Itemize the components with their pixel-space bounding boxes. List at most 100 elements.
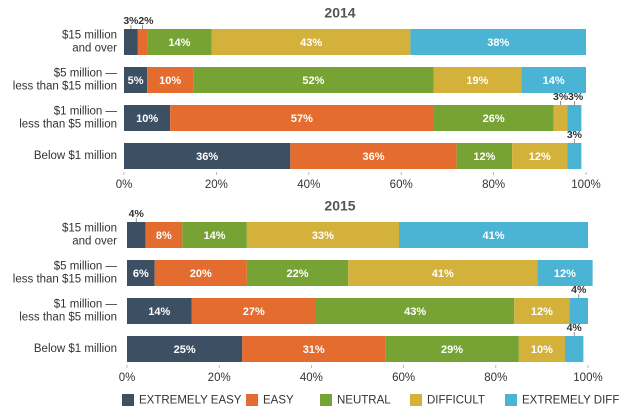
bar-segment [514,298,570,324]
bar-segment [193,67,434,93]
bar-segment [567,143,582,169]
bar-segment [145,222,183,248]
bar-segment [127,336,243,362]
bar-segment [170,105,434,131]
value-label: 57% [291,113,313,125]
category-label: $5 million — [54,68,118,80]
legend-swatch [246,394,258,406]
value-label: 10% [136,113,158,125]
value-label: 12% [531,306,553,318]
value-label: 14% [543,75,565,87]
bar-segment [567,105,582,131]
value-label: 38% [487,37,509,49]
x-tick-label: 0% [116,179,133,191]
x-tick-label: 0% [119,372,136,384]
value-label: 14% [148,306,170,318]
value-label: 33% [312,230,334,242]
value-label: 10% [159,75,181,87]
value-label: 20% [190,268,212,280]
legend-swatch [320,394,332,406]
category-label: and over [72,236,117,248]
value-label: 41% [482,230,504,242]
legend-label: NEUTRAL [337,395,391,407]
value-label: 31% [303,344,325,356]
bar-segment [124,105,171,131]
category-label: $5 million — [54,261,118,273]
bar-segment [433,67,522,93]
value-label: 22% [287,268,309,280]
x-tick-label: 60% [392,372,415,384]
value-label: 4% [567,322,583,334]
x-tick-label: 20% [208,372,231,384]
x-tick-label: 80% [484,372,507,384]
bar-segment [521,67,586,93]
bar-segment [124,29,138,55]
bar-segment [385,336,519,362]
chart-title: 2015 [324,198,355,214]
value-label: 43% [300,37,322,49]
legend-label: DIFFICULT [427,395,485,407]
value-label: 3% [553,91,569,103]
bar-segment [147,29,212,55]
value-label: 10% [531,344,553,356]
value-label: 36% [362,151,384,163]
value-label: 14% [168,37,190,49]
bar-segment [553,105,568,131]
bar-segment [246,260,349,286]
bar-segment [433,105,554,131]
value-label: 3% [123,15,139,27]
category-label: $1 million — [54,299,118,311]
bar-segment [191,298,317,324]
value-label: 26% [483,113,505,125]
value-label: 12% [529,151,551,163]
x-tick-label: 40% [297,179,320,191]
x-tick-label: 60% [390,179,413,191]
category-label: Below $1 million [34,343,117,355]
bar-segment [182,222,247,248]
legend-swatch [505,394,517,406]
value-label: 4% [129,208,145,220]
category-label: less than $5 million [19,119,117,131]
value-label: 3% [568,91,584,103]
legend-label: EXTREMELY EASY [139,395,242,407]
category-label: less than $15 million [13,274,117,286]
value-label: 12% [554,268,576,280]
x-tick-label: 100% [573,372,602,384]
bar-segment [316,298,515,324]
value-label: 41% [432,268,454,280]
bar-segment [537,260,593,286]
category-label: $15 million [62,30,117,42]
value-label: 2% [138,15,154,27]
value-label: 3% [567,129,583,141]
value-label: 8% [156,230,172,242]
legend-swatch [122,394,134,406]
category-label: less than $15 million [13,81,117,93]
value-label: 52% [302,75,324,87]
bar-segment [127,260,155,286]
category-label: $15 million [62,223,117,235]
value-label: 12% [473,151,495,163]
bar-segment [348,260,538,286]
x-tick-label: 20% [205,179,228,191]
value-label: 43% [404,306,426,318]
legend-label: EXTREMELY DIFFICULT [522,395,620,407]
bar-segment [127,222,146,248]
value-label: 25% [174,344,196,356]
bar-segment [290,143,457,169]
category-label: $1 million — [54,106,118,118]
chart-title: 2014 [324,5,355,21]
bar-segment [211,29,411,55]
category-label: Below $1 million [34,150,117,162]
bar-segment [127,298,192,324]
legend-swatch [410,394,422,406]
bar-segment [124,143,291,169]
bar-segment [410,29,586,55]
x-tick-label: 100% [571,179,600,191]
value-label: 19% [466,75,488,87]
bar-segment [154,260,247,286]
category-label: and over [72,43,117,55]
x-tick-label: 80% [482,179,505,191]
bar-segment [242,336,386,362]
category-label: less than $5 million [19,312,117,324]
